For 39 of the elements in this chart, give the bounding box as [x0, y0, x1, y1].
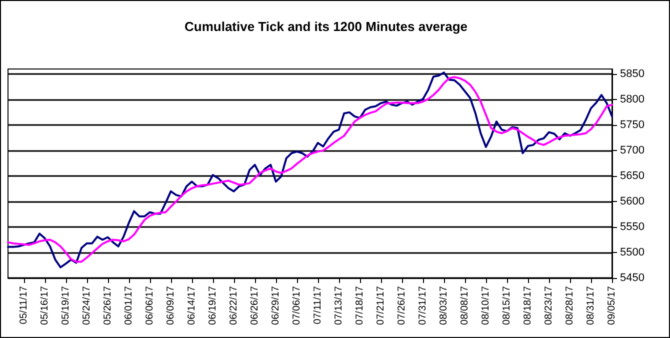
x-tick-label: 07/13/17	[333, 286, 344, 325]
x-tick-label: 05/16/17	[39, 286, 50, 325]
x-tick-label: 06/01/17	[123, 286, 134, 325]
y-tick-label: 5750	[620, 119, 644, 132]
x-tick-label: 07/26/17	[396, 286, 408, 325]
y-tick-label: 5450	[620, 272, 644, 284]
x-tick-label: 06/22/17	[228, 286, 240, 325]
x-tick-label: 06/26/17	[249, 286, 260, 325]
x-tick-label: 08/28/17	[564, 286, 576, 325]
y-tick-label: 5850	[620, 68, 644, 80]
x-tick-label: 08/23/17	[543, 286, 554, 325]
y-tick-label: 5800	[620, 94, 644, 106]
x-tick-label: 07/21/17	[375, 286, 386, 325]
x-tick-label: 06/14/17	[186, 286, 198, 325]
x-tick-label: 09/05/17	[606, 286, 618, 325]
x-tick-label: 07/31/17	[417, 286, 428, 325]
y-tick-label: 5500	[620, 246, 644, 259]
y-tick-label: 5550	[620, 221, 644, 234]
x-tick-label: 07/06/17	[291, 286, 302, 325]
x-tick-label: 08/31/17	[585, 286, 596, 325]
y-tick-label: 5650	[620, 170, 644, 182]
x-tick-label: 07/11/17	[312, 286, 324, 324]
x-tick-label: 06/29/17	[270, 286, 282, 325]
x-tick-label: 05/24/17	[81, 286, 92, 325]
x-tick-label: 08/15/17	[501, 286, 512, 325]
x-tick-label: 06/09/17	[165, 286, 176, 325]
x-tick-label: 08/10/17	[480, 286, 492, 325]
x-tick-label: 06/19/17	[207, 286, 218, 325]
y-tick-label: 5600	[620, 196, 644, 208]
x-tick-label: 08/08/17	[459, 286, 470, 325]
y-tick-label: 5700	[620, 144, 644, 157]
x-tick-label: 08/03/17	[438, 286, 450, 325]
chart-title: Cumulative Tick and its 1200 Minutes average	[184, 19, 468, 34]
x-tick-label: 05/19/17	[60, 286, 72, 325]
x-tick-label: 05/26/17	[102, 286, 114, 325]
x-tick-label: 06/06/17	[144, 286, 156, 325]
x-tick-label: 07/18/17	[354, 286, 366, 325]
x-tick-label: 05/11/17	[18, 286, 30, 324]
x-tick-label: 08/18/17	[522, 286, 534, 325]
